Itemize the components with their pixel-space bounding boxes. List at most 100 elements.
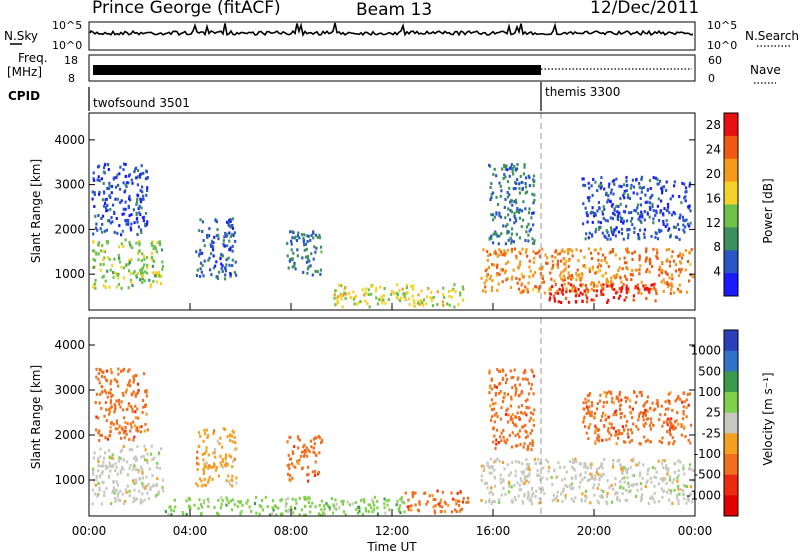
echo-cell-velocity-5: [455, 510, 458, 513]
echo-cell-power-8: [654, 235, 657, 239]
echo-cell-velocity-6: [486, 463, 489, 467]
echo-cell-power-5: [490, 289, 494, 292]
echo-cell-velocity-8: [669, 433, 672, 437]
echo-cell-velocity-2: [220, 463, 223, 467]
echo-cell-velocity-7: [514, 383, 517, 387]
echo-cell-velocity-2: [229, 455, 233, 459]
echo-cell-velocity-1: [117, 367, 120, 371]
echo-cell-power-1: [96, 178, 99, 182]
echo-cell-power-4: [454, 290, 457, 294]
echo-cell-velocity-3: [312, 437, 316, 441]
echo-cell-velocity-6: [571, 465, 574, 469]
echo-cell-velocity-7: [513, 423, 516, 427]
echo-cell-power-8: [614, 234, 617, 238]
echo-cell-velocity-6: [688, 467, 691, 471]
echo-cell-velocity-4: [370, 506, 373, 510]
xtick-label: 12:00: [375, 524, 410, 538]
echo-cell-velocity-2: [215, 466, 219, 469]
echo-cell-power-5: [605, 282, 608, 285]
echo-cell-velocity-8: [665, 407, 668, 411]
echo-cell-velocity-0: [124, 500, 127, 503]
echo-cell-velocity-8: [615, 395, 618, 399]
echo-cell-velocity-4: [216, 511, 219, 515]
echo-cell-power-1: [141, 190, 144, 194]
echo-cell-velocity-1: [137, 389, 140, 392]
echo-cell-velocity-6: [677, 459, 680, 463]
echo-cell-velocity-6: [528, 468, 531, 472]
freq-tick-bottom: 8: [68, 72, 75, 85]
echo-cell-velocity-1: [124, 421, 127, 424]
echo-cell-velocity-1: [108, 391, 111, 395]
echo-cell-velocity-0: [134, 455, 137, 459]
echo-cell-power-5: [687, 260, 690, 263]
echo-cell-velocity-1: [125, 388, 128, 392]
echo-cell-power-6: [578, 294, 581, 298]
echo-cell-power-3: [290, 242, 293, 246]
echo-cell-velocity-7: [522, 445, 525, 449]
echo-cell-power-8: [664, 225, 667, 228]
echo-cell-power-7: [528, 207, 531, 211]
echo-cell-velocity-0: [149, 488, 152, 491]
echo-cell-power-0: [144, 270, 147, 274]
echo-cell-velocity-6: [653, 484, 656, 488]
echo-cell-velocity-1: [132, 375, 135, 379]
echo-cell-power-5: [494, 252, 498, 256]
echo-cell-velocity-3: [292, 464, 295, 468]
echo-cell-power-6: [586, 300, 589, 304]
echo-cell-power-3: [293, 264, 296, 268]
echo-cell-power-8: [615, 226, 618, 230]
echo-cell-velocity-6: [588, 478, 591, 482]
echo-cell-velocity-2: [233, 436, 236, 439]
echo-cell-velocity-6: [625, 489, 628, 493]
echo-cell-velocity-6: [653, 475, 656, 479]
echo-cell-power-8: [584, 237, 587, 241]
echo-cell-velocity-6: [548, 465, 551, 469]
echo-cell-velocity-6: [570, 482, 573, 486]
echo-cell-velocity-6: [691, 500, 694, 504]
echo-cell-velocity-0: [139, 498, 142, 502]
echo-cell-velocity-2: [225, 462, 228, 466]
echo-cell-power-8: [617, 230, 621, 234]
echo-cell-velocity-6: [605, 500, 608, 504]
echo-cell-power-4: [457, 303, 460, 307]
echo-cell-velocity-6: [640, 497, 644, 501]
echo-cell-velocity-6: [528, 498, 531, 502]
echo-cell-velocity-6: [598, 478, 601, 482]
power-colorbar-tick: 16: [706, 191, 721, 205]
echo-cell-velocity-6: [654, 476, 657, 479]
echo-cell-velocity-1: [144, 422, 147, 426]
echo-cell-velocity-1: [111, 393, 114, 397]
station-title: Prince George (fitACF): [92, 0, 281, 18]
echo-cell-velocity-1: [98, 381, 101, 385]
echo-cell-power-7: [518, 216, 521, 220]
echo-cell-power-8: [660, 199, 663, 203]
echo-cell-velocity-2: [196, 450, 199, 454]
echo-cell-power-5: [501, 253, 504, 257]
echo-cell-velocity-6: [513, 495, 516, 499]
echo-cell-velocity-8: [588, 393, 591, 397]
echo-cell-power-2: [228, 239, 231, 243]
echo-cell-power-8: [622, 219, 626, 223]
echo-cell-velocity-6: [488, 491, 491, 495]
echo-cell-velocity-6: [683, 492, 686, 496]
echo-cell-velocity-6: [538, 501, 541, 505]
velocity-colorbar-tick: -25: [701, 426, 721, 440]
echo-cell-power-5: [541, 247, 544, 251]
echo-cell-velocity-1: [127, 402, 131, 406]
echo-cell-power-1: [128, 173, 131, 177]
echo-cell-velocity-1: [108, 412, 111, 416]
echo-cell-velocity-4: [255, 495, 258, 499]
power-colorbar-segment: [724, 204, 738, 228]
echo-cell-velocity-6: [677, 469, 680, 473]
echo-cell-power-4: [367, 293, 370, 296]
echo-cell-velocity-6: [657, 459, 660, 463]
echo-cell-power-5: [560, 277, 563, 281]
echo-cell-velocity-7: [502, 369, 505, 373]
echo-cell-power-1: [146, 186, 149, 190]
echo-cell-power-5: [538, 285, 541, 289]
echo-cell-power-6: [648, 290, 651, 294]
echo-cell-power-6: [617, 296, 620, 300]
echo-cell-velocity-0: [103, 456, 106, 460]
echo-cell-velocity-0: [141, 471, 144, 475]
echo-cell-power-3: [287, 266, 290, 270]
